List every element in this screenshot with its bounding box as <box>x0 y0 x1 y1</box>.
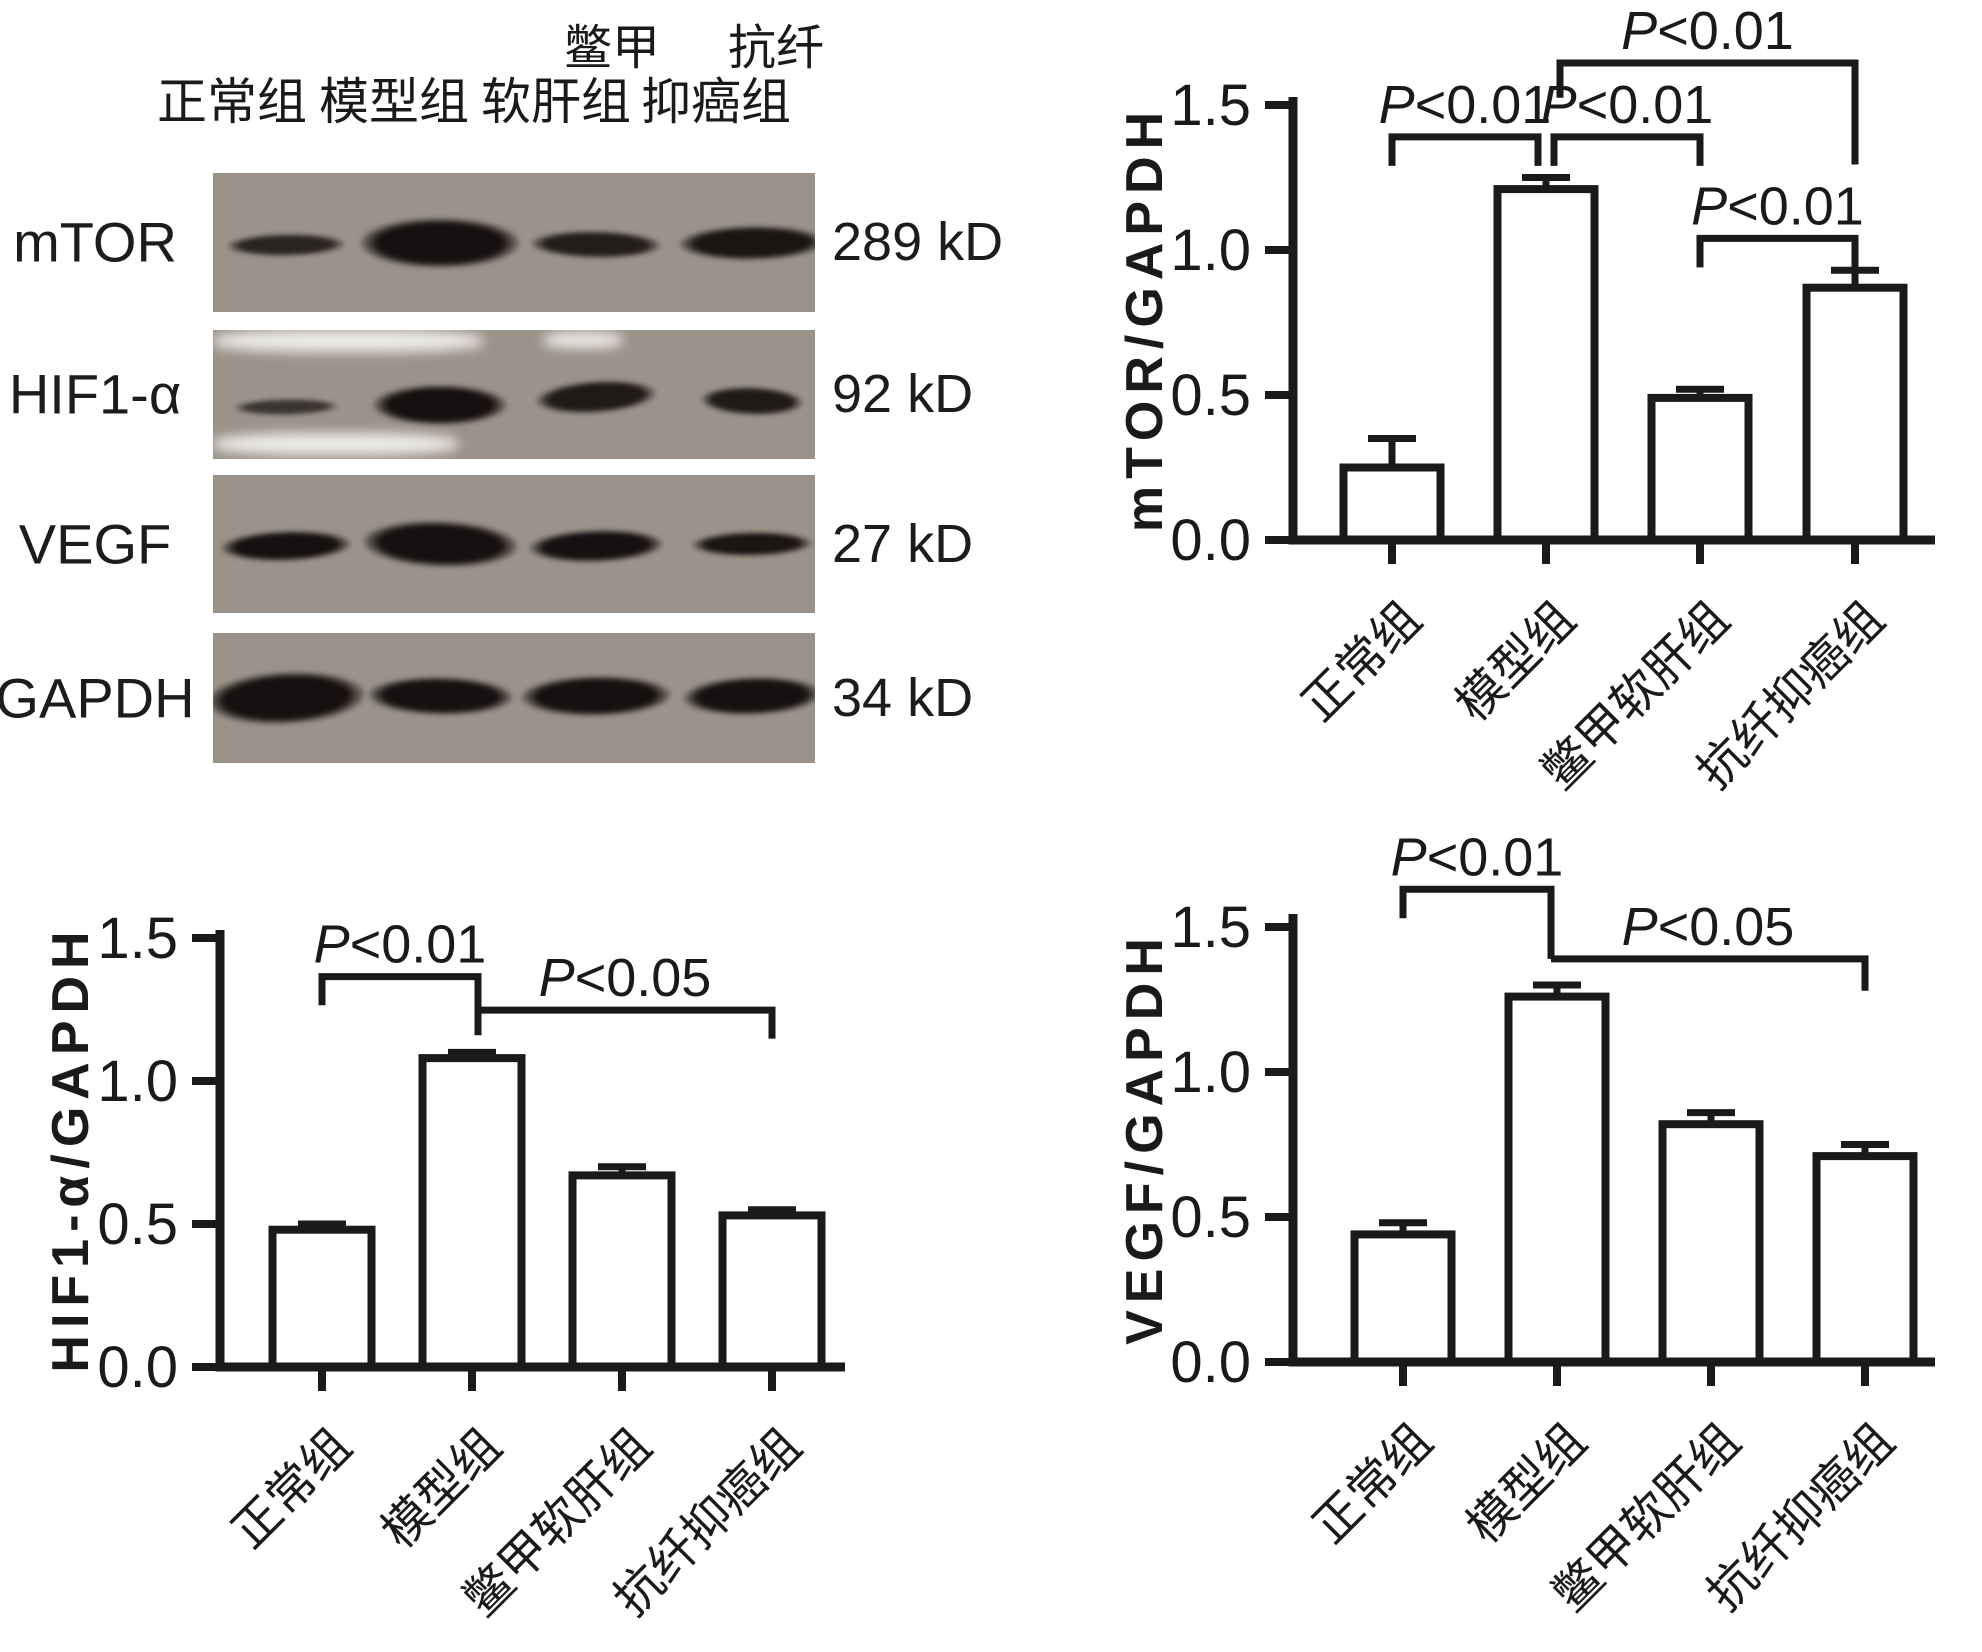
y-tick-label: 1.5 <box>1170 73 1251 138</box>
blot-strip-mtor <box>213 173 815 312</box>
blot-lane-label: 抑癌组 <box>641 74 791 130</box>
blot-strip-vegf <box>213 475 815 613</box>
bar <box>418 1054 526 1371</box>
significance-bracket <box>1550 133 1704 166</box>
significance-bracket <box>1399 885 1555 959</box>
y-tick-label: 0.5 <box>97 1192 178 1257</box>
bar <box>268 1225 376 1371</box>
blot-film-artifact <box>213 433 458 455</box>
significance-bracket <box>1388 133 1542 166</box>
y-tick-label: 1.0 <box>97 1049 178 1114</box>
p-value-label: P<0.05 <box>539 948 712 1008</box>
western-blot: 鳖甲 抗纤 正常组 模型组 软肝组 抑癌组 mTOR HIF1-α VEGF G… <box>0 0 1003 800</box>
blot-film-artifact <box>543 332 623 348</box>
p-value-label: P<0.01 <box>1391 827 1564 887</box>
blot-molecular-weight: 27 kD <box>832 514 974 574</box>
x-category-label: 模型组 <box>372 1419 511 1558</box>
p-value-label: P<0.01 <box>314 915 487 975</box>
bar <box>718 1211 826 1372</box>
blot-lane-label: 模型组 <box>319 74 469 130</box>
y-axis-title: VEGF/GAPDH <box>1116 931 1174 1345</box>
bar <box>1802 283 1908 545</box>
blot-molecular-weight: 289 kD <box>832 212 1004 272</box>
blot-band <box>373 384 507 425</box>
bar <box>1504 992 1610 1366</box>
y-tick-label: 1.5 <box>97 906 178 971</box>
blot-protein-label: HIF1-α <box>8 362 182 426</box>
significance-bracket <box>318 973 482 1036</box>
blot-band <box>360 217 520 268</box>
x-category-label: 正常组 <box>1303 1414 1442 1553</box>
bar <box>1493 185 1599 544</box>
p-value-label: P<0.01 <box>1691 176 1864 236</box>
bar <box>1812 1152 1918 1366</box>
y-tick-label: 0.5 <box>1170 363 1251 428</box>
x-category-label: 正常组 <box>1292 592 1431 731</box>
blot-protein-label: GAPDH <box>0 666 195 730</box>
y-axis-title: mTOR/GAPDH <box>1116 105 1174 532</box>
p-value-label: P<0.01 <box>1621 1 1794 61</box>
y-axis-title: HIF1-α/GAPDH <box>42 924 100 1372</box>
blot-molecular-weight: 34 kD <box>832 668 974 728</box>
blot-lane-label: 正常组 <box>157 74 307 130</box>
significance-bracket <box>1696 234 1859 268</box>
bar <box>1350 1230 1456 1367</box>
blot-lane-label: 软肝组 <box>481 74 631 130</box>
blot-strip-gapdh <box>213 633 815 763</box>
p-value-label: P<0.01 <box>1541 75 1714 135</box>
x-category-label: 模型组 <box>1457 1414 1596 1553</box>
blot-treatment-label: 抗纤 <box>727 22 825 75</box>
bar <box>1647 393 1753 544</box>
bar <box>1339 463 1445 544</box>
bar <box>568 1171 676 1371</box>
y-tick-label: 0.0 <box>1170 1330 1251 1395</box>
p-value-label: P<0.01 <box>1379 75 1552 135</box>
y-tick-label: 0.0 <box>1170 508 1251 573</box>
y-tick-label: 0.0 <box>97 1335 178 1400</box>
y-tick-label: 1.0 <box>1170 218 1251 283</box>
x-category-label: 正常组 <box>222 1419 361 1558</box>
y-tick-label: 1.0 <box>1170 1040 1251 1105</box>
x-category-label: 模型组 <box>1446 592 1585 731</box>
blot-film-artifact <box>213 330 483 352</box>
blot-protein-label: mTOR <box>13 210 177 274</box>
p-value-label: P<0.05 <box>1622 897 1795 957</box>
blot-molecular-weight: 92 kD <box>832 364 974 424</box>
significance-bracket <box>1556 59 1859 165</box>
bar <box>1658 1120 1764 1366</box>
y-tick-label: 1.5 <box>1170 895 1251 960</box>
blot-treatment-label: 鳖甲 <box>563 22 661 75</box>
significance-bracket <box>478 1006 776 1039</box>
blot-protein-label: VEGF <box>18 512 172 576</box>
significance-bracket <box>1551 955 1869 991</box>
blot-strip-hif1a <box>213 330 815 459</box>
y-tick-label: 0.5 <box>1170 1185 1251 1250</box>
